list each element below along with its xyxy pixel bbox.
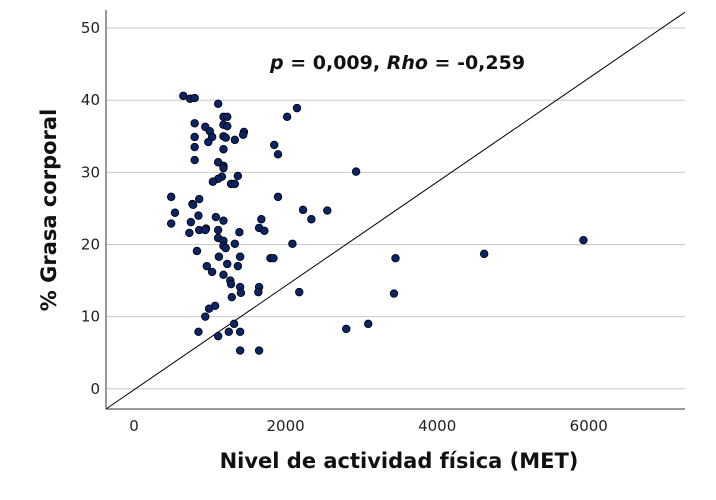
data-point: [166, 192, 176, 202]
data-point: [579, 235, 588, 245]
data-point: [188, 200, 198, 210]
data-point: [213, 225, 223, 235]
data-point: [364, 319, 373, 329]
data-point: [391, 254, 400, 263]
data-point: [273, 150, 283, 159]
x-tick-label: 6000: [570, 417, 608, 435]
data-point: [307, 215, 316, 224]
y-tick-label: 10: [81, 308, 100, 326]
data-point: [269, 254, 278, 263]
data-point: [479, 249, 489, 259]
y-tick-label: 30: [81, 163, 100, 181]
data-point: [214, 252, 224, 261]
y-tick-label: 0: [90, 380, 100, 398]
data-point: [351, 167, 361, 176]
data-point: [219, 145, 228, 154]
data-point: [254, 346, 264, 355]
data-point: [298, 205, 308, 215]
data-point: [288, 239, 297, 248]
y-tick-label: 40: [81, 91, 100, 109]
data-point: [257, 215, 266, 224]
data-point: [342, 324, 351, 334]
p-value: = 0,009,: [284, 52, 387, 74]
data-point: [201, 312, 210, 321]
x-tick-labels: 0 2000 4000 6000: [129, 417, 608, 435]
data-point: [207, 267, 217, 277]
axes: [105, 10, 685, 410]
data-point: [213, 99, 223, 108]
reference-line: [105, 11, 686, 410]
data-point: [223, 112, 232, 121]
data-point: [227, 292, 237, 302]
data-point: [238, 130, 248, 140]
data-point: [211, 212, 221, 222]
data-point: [254, 287, 263, 297]
data-point: [229, 319, 239, 329]
data-point: [292, 103, 302, 113]
rho-value: = -0,259: [428, 52, 525, 74]
data-point: [213, 331, 223, 341]
data-point: [233, 261, 243, 271]
y-axis-label: % Grasa corporal: [37, 109, 61, 312]
data-point: [170, 208, 180, 217]
data-point: [223, 121, 232, 131]
data-point: [166, 219, 176, 228]
data-point: [270, 140, 279, 150]
x-tick-label: 4000: [418, 417, 456, 435]
data-point: [186, 217, 196, 227]
data-point: [236, 288, 246, 298]
data-point: [260, 226, 269, 235]
data-point: [389, 289, 399, 298]
data-point: [223, 259, 232, 269]
x-axis-label: Nivel de actividad física (MET): [220, 449, 579, 473]
data-point: [282, 112, 292, 121]
data-point: [208, 177, 218, 186]
x-tick-label: 0: [129, 417, 139, 435]
data-point: [221, 133, 230, 142]
data-point: [190, 132, 199, 142]
data-point: [192, 246, 202, 256]
rho-label: Rho: [387, 52, 428, 74]
reference-line-segment: [105, 11, 686, 410]
data-point: [235, 327, 245, 336]
data-point: [235, 252, 245, 261]
data-point: [226, 279, 236, 289]
y-tick-label: 20: [81, 235, 100, 253]
data-point: [219, 270, 228, 279]
data-point: [194, 327, 203, 336]
data-point: [204, 304, 214, 313]
data-point: [235, 228, 244, 237]
data-point: [219, 163, 228, 173]
data-point: [230, 135, 240, 145]
data-point: [202, 261, 211, 271]
y-tick-labels: 0 10 20 30 40 50: [81, 19, 100, 398]
data-point: [233, 171, 243, 181]
x-tick-label: 2000: [267, 417, 305, 435]
data-point: [190, 155, 199, 165]
data-point: [273, 192, 283, 202]
data-point: [219, 216, 228, 225]
data-point: [295, 287, 304, 297]
data-point: [235, 346, 245, 355]
data-point: [190, 93, 199, 103]
p-label: p: [269, 52, 284, 74]
data-point: [230, 239, 240, 248]
data-point: [224, 327, 233, 336]
data-point: [204, 137, 213, 147]
data-points: [166, 91, 588, 355]
data-point: [190, 119, 199, 128]
data-point: [201, 225, 210, 235]
data-point: [185, 228, 194, 238]
data-point: [323, 206, 332, 215]
y-tick-label: 50: [81, 19, 100, 37]
data-point: [195, 194, 204, 204]
data-point: [230, 179, 240, 189]
data-point: [221, 243, 230, 253]
annotation: p = 0,009, Rho = -0,259: [269, 52, 525, 74]
data-point: [190, 142, 199, 152]
data-point: [194, 211, 203, 220]
